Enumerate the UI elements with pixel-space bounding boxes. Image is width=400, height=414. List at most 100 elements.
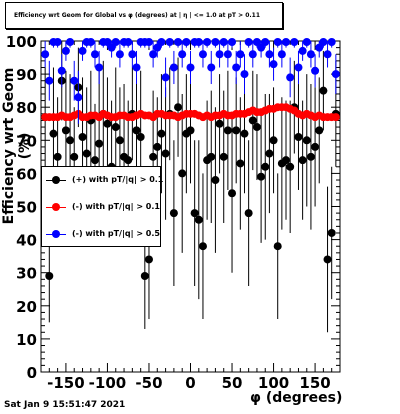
data-point <box>252 38 261 46</box>
data-point <box>115 136 124 145</box>
legend-item-plus-01: (+) with pT/|q| > 0.1 <box>42 170 164 190</box>
data-point <box>115 50 124 59</box>
data-point <box>124 156 133 165</box>
data-point <box>223 126 232 135</box>
data-point <box>298 156 307 165</box>
data-point <box>186 63 195 72</box>
data-point <box>306 50 315 59</box>
y-tick-label: 0 <box>27 364 37 382</box>
y-tick-label: 70 <box>16 132 37 150</box>
data-point <box>86 38 95 46</box>
data-point <box>302 136 311 145</box>
data-point <box>232 63 241 72</box>
data-point <box>228 189 237 198</box>
data-point <box>265 149 274 158</box>
data-point <box>257 172 266 181</box>
data-point <box>236 50 245 59</box>
series-1 <box>41 103 340 122</box>
data-point <box>144 255 153 264</box>
data-point <box>286 73 295 82</box>
data-point <box>78 46 87 55</box>
x-tick-label: 100 <box>258 374 289 392</box>
data-point <box>70 76 79 85</box>
legend-label: (-) with pT/|q| > 0.5 <box>72 229 160 238</box>
data-point <box>49 129 58 138</box>
data-point <box>169 209 178 218</box>
y-tick-label: 50 <box>16 199 37 217</box>
data-point <box>223 50 232 59</box>
data-point <box>207 63 216 72</box>
data-point <box>211 38 220 46</box>
x-tick-label: -100 <box>89 374 127 392</box>
data-point <box>178 169 187 178</box>
data-point <box>319 86 328 95</box>
data-point <box>315 126 324 135</box>
data-point <box>248 116 257 125</box>
data-point <box>273 38 282 46</box>
data-point <box>215 119 224 128</box>
data-point <box>252 123 261 132</box>
data-point <box>290 38 299 46</box>
data-point <box>45 272 54 281</box>
chart-title-box: Efficiency wrt Geom for Global vs φ (deg… <box>5 2 283 29</box>
data-point <box>74 93 83 102</box>
data-point <box>153 43 162 52</box>
data-point <box>306 152 315 161</box>
data-point <box>66 38 75 46</box>
data-point <box>240 70 249 79</box>
data-point <box>331 70 340 79</box>
data-point <box>194 215 203 224</box>
data-point <box>219 152 228 161</box>
y-tick-label: 30 <box>16 265 37 283</box>
data-point <box>257 43 266 52</box>
y-tick-label: 10 <box>16 331 37 349</box>
data-point <box>82 149 91 158</box>
data-point <box>319 38 328 46</box>
data-point <box>178 50 187 59</box>
x-axis-label: φ (degrees) <box>250 390 343 406</box>
y-tick-label: 20 <box>16 298 37 316</box>
data-point <box>161 149 170 158</box>
data-point <box>265 50 274 59</box>
data-point <box>157 38 166 46</box>
data-point <box>315 43 324 52</box>
data-point <box>174 103 183 112</box>
data-point <box>90 156 99 165</box>
data-point <box>269 136 278 145</box>
data-point <box>269 60 278 69</box>
data-point <box>311 142 320 151</box>
data-point <box>169 63 178 72</box>
y-axis-label: Efficiency wrt Geom (%) <box>1 67 33 225</box>
data-point <box>244 209 253 218</box>
data-point <box>144 38 153 46</box>
legend: (+) with pT/|q| > 0.1 (-) with pT/|q| > … <box>41 166 164 247</box>
y-tick-label: 80 <box>16 99 37 117</box>
data-point <box>61 46 70 55</box>
x-tick-label: 150 <box>299 374 330 392</box>
legend-label: (+) with pT/|q| > 0.1 <box>72 175 164 184</box>
data-point <box>149 152 158 161</box>
y-tick-label: 100 <box>6 33 37 51</box>
x-tick-label: -50 <box>135 374 162 392</box>
series-2 <box>41 38 340 124</box>
data-point <box>186 126 195 135</box>
data-point <box>331 113 340 122</box>
data-point <box>198 242 207 251</box>
data-point <box>161 73 170 82</box>
data-point <box>182 38 191 46</box>
data-point <box>45 76 54 85</box>
legend-marker-black <box>52 176 60 184</box>
data-point <box>198 50 207 59</box>
legend-marker-blue <box>52 230 60 238</box>
y-tick-label: 60 <box>16 165 37 183</box>
data-point <box>149 50 158 59</box>
data-point <box>236 159 245 168</box>
data-point <box>132 63 141 72</box>
data-point <box>298 46 307 55</box>
data-point <box>140 272 149 281</box>
data-point <box>203 38 212 46</box>
data-point <box>211 176 220 185</box>
data-point <box>294 63 303 72</box>
data-point <box>132 126 141 135</box>
data-point <box>111 123 120 132</box>
